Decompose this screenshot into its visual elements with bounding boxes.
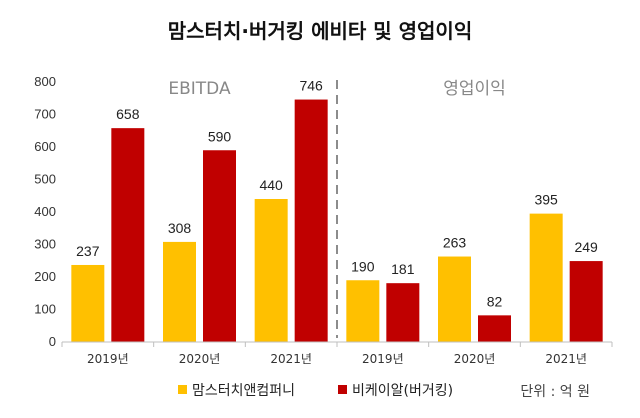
data-label: 263 [443, 235, 467, 251]
data-label: 190 [351, 258, 375, 274]
x-tick-label: 2019년 [362, 352, 404, 366]
data-label: 658 [116, 106, 140, 122]
y-axis: 0 100 200 300 400 500 600 700 800 [34, 74, 56, 349]
data-label: 440 [259, 177, 283, 193]
y-tick-label: 400 [34, 204, 56, 219]
x-tick-label: 2020년 [179, 352, 221, 366]
bar [163, 241, 196, 342]
legend-label: 비케이알(버거킹) [352, 383, 453, 399]
bar [203, 150, 236, 342]
x-tick-label: 2021년 [270, 352, 312, 366]
legend-swatch [178, 385, 187, 394]
unit-label: 단위 : 억 원 [520, 384, 590, 400]
data-label: 746 [299, 78, 323, 94]
data-label: 308 [168, 220, 192, 236]
bar [71, 264, 105, 342]
section-labels: EBITDA 영업이익 [168, 79, 505, 99]
x-tick-label: 2020년 [454, 352, 496, 366]
y-tick-label: 200 [34, 269, 56, 284]
y-tick-label: 100 [34, 302, 56, 317]
section-label: EBITDA [168, 79, 231, 99]
y-tick-label: 300 [34, 237, 56, 252]
bar [438, 256, 471, 342]
bar [254, 199, 288, 342]
data-label: 590 [208, 128, 232, 144]
bar [478, 315, 511, 342]
y-tick-label: 600 [34, 139, 56, 154]
bars [71, 99, 603, 342]
y-tick-label: 800 [34, 74, 56, 89]
data-label: 237 [76, 243, 100, 259]
data-label: 249 [574, 239, 598, 255]
legend-label: 맘스터치앤컴퍼니 [192, 383, 295, 399]
x-tick-label: 2019년 [87, 352, 129, 366]
value-labels: 237 658 308 590 440 746 190 181 263 82 395 249 [76, 78, 598, 310]
y-tick-label: 500 [34, 172, 56, 187]
bar [346, 280, 380, 342]
bar [294, 99, 328, 342]
section-label: 영업이익 [443, 79, 506, 99]
chart-title: 맘스터치·버거킹 에비타 및 영업이익 [168, 19, 473, 43]
data-label: 395 [534, 192, 558, 208]
legend: 맘스터치앤컴퍼니 비케이알(버거킹) [178, 383, 453, 399]
bar [111, 128, 145, 342]
y-tick-label: 0 [49, 334, 56, 349]
legend-swatch [338, 385, 347, 394]
x-tick-label: 2021년 [545, 352, 587, 366]
data-label: 181 [391, 261, 415, 277]
bar [386, 283, 420, 342]
x-axis: 2019년 2020년 2021년 2019년 2020년 2021년 [61, 341, 613, 366]
bar [569, 261, 603, 342]
y-tick-label: 700 [34, 107, 56, 122]
bar [529, 213, 563, 342]
data-label: 82 [487, 293, 503, 309]
